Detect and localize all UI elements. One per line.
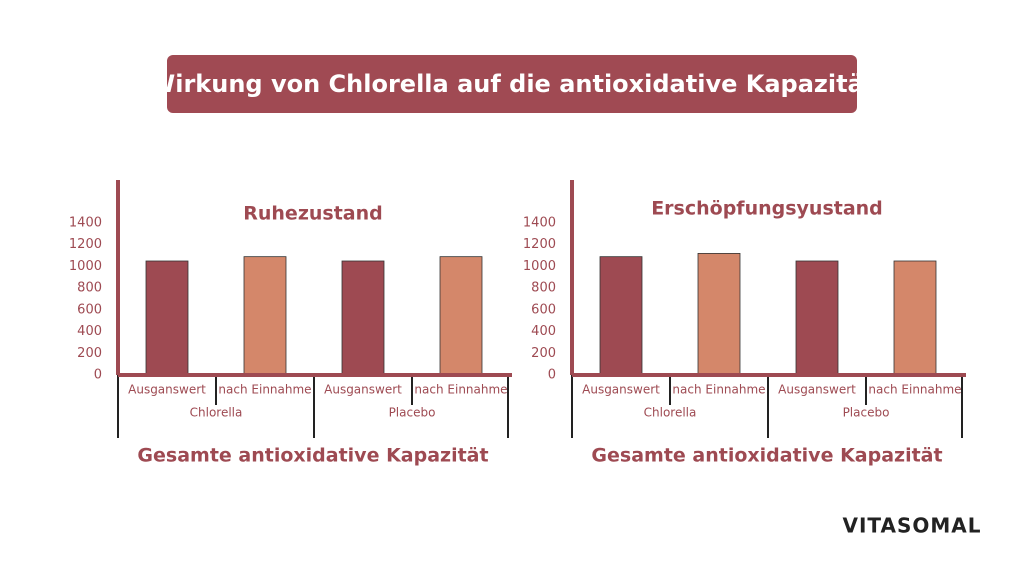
x-axis-label: Gesamte antioxidative Kapazität	[591, 445, 942, 467]
y-tick-label: 600	[531, 302, 556, 317]
x-axis-label: Gesamte antioxidative Kapazität	[137, 445, 488, 467]
x-tick-label: Ausganswert	[128, 383, 206, 397]
bar	[697, 252, 741, 376]
group-label: Chlorella	[644, 406, 697, 420]
y-tick-label: 0	[548, 368, 556, 383]
chart-title: Erschöpfungsyustand	[651, 198, 883, 220]
x-tick-label: Ausganswert	[778, 383, 856, 397]
y-tick-label: 1000	[523, 259, 556, 274]
bar	[599, 256, 643, 376]
bar	[439, 256, 483, 376]
group-label: Chlorella	[190, 406, 243, 420]
bar	[795, 260, 839, 376]
y-tick-label: 400	[531, 324, 556, 339]
x-tick-label: Ausganswert	[582, 383, 660, 397]
y-tick-label: 600	[77, 302, 102, 317]
page-title: Wirkung von Chlorella auf die antioxidat…	[149, 70, 875, 98]
y-tick-label: 200	[77, 346, 102, 361]
y-tick-label: 1200	[69, 237, 102, 252]
y-tick-label: 400	[77, 324, 102, 339]
group-label: Placebo	[843, 406, 890, 420]
title-box	[167, 55, 857, 113]
x-tick-label: nach Einnahme	[414, 383, 507, 397]
logo: VITASOMAL	[842, 514, 981, 538]
y-tick-label: 800	[531, 281, 556, 296]
y-tick-label: 1400	[523, 216, 556, 231]
y-tick-label: 800	[77, 281, 102, 296]
bar	[243, 256, 287, 376]
x-tick-label: Ausganswert	[324, 383, 402, 397]
y-tick-label: 1000	[69, 259, 102, 274]
x-tick-label: nach Einnahme	[218, 383, 311, 397]
y-tick-label: 0	[94, 368, 102, 383]
chart-title: Ruhezustand	[243, 203, 383, 225]
y-tick-label: 1200	[523, 237, 556, 252]
x-tick-label: nach Einnahme	[672, 383, 765, 397]
bar	[341, 260, 385, 376]
bar	[893, 260, 937, 376]
group-label: Placebo	[389, 406, 436, 420]
x-tick-label: nach Einnahme	[868, 383, 961, 397]
y-tick-label: 200	[531, 346, 556, 361]
y-tick-label: 1400	[69, 216, 102, 231]
bar	[145, 260, 189, 376]
